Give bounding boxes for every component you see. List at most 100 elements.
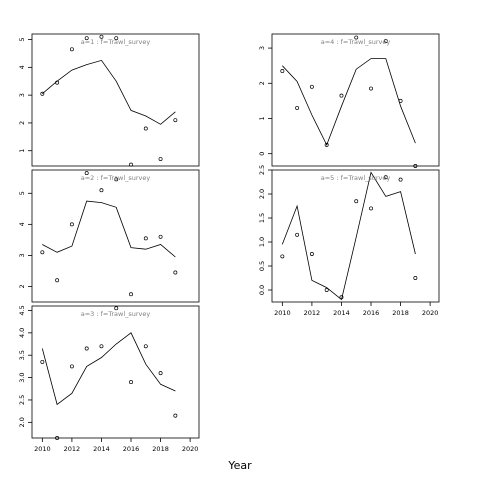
x-tick-label: 2012 xyxy=(64,445,81,453)
observed-point xyxy=(398,177,403,182)
observed-point xyxy=(173,270,178,275)
y-tick-label: 2 xyxy=(18,121,26,125)
observed-point xyxy=(324,142,329,147)
observed-point xyxy=(40,250,45,255)
y-tick-label: 3 xyxy=(18,93,26,97)
y-tick-label: 4.5 xyxy=(18,305,26,315)
observed-point xyxy=(55,80,60,85)
observed-point xyxy=(69,47,74,52)
observed-point xyxy=(129,162,133,167)
x-tick-label: 2016 xyxy=(363,309,380,317)
observed-point xyxy=(309,84,314,89)
observed-point xyxy=(99,34,104,39)
fitted-line xyxy=(42,59,176,125)
x-tick-label: 2012 xyxy=(304,309,321,317)
observed-point xyxy=(99,344,104,349)
y-tick-label: 5 xyxy=(18,191,26,195)
y-tick-label: 1 xyxy=(18,149,26,153)
plot-frame xyxy=(271,169,440,303)
observed-point xyxy=(413,164,418,168)
observed-point xyxy=(369,86,373,91)
y-tick-label: 4 xyxy=(18,222,26,226)
y-tick-label: 0 xyxy=(258,152,266,156)
observed-point xyxy=(369,206,373,211)
y-tick-label: 1 xyxy=(258,116,266,120)
y-tick-label: 2.0 xyxy=(258,189,266,199)
observed-point xyxy=(339,93,344,98)
y-tick-label: 0.5 xyxy=(258,261,266,271)
panel-a1: 1 2 3 4 5 a=1 : f=Trawl_survey xyxy=(18,33,200,167)
observed-point xyxy=(158,371,163,376)
observed-point xyxy=(354,35,359,40)
x-tick-label: 2020 xyxy=(422,309,439,317)
observed-point xyxy=(143,344,148,349)
y-tick-label: 4 xyxy=(18,65,26,69)
panel-a2: 2 3 4 5 a=2 : f=Trawl_survey xyxy=(18,169,200,303)
observed-point xyxy=(55,278,60,283)
observed-point xyxy=(40,91,45,96)
plot-frame xyxy=(31,169,200,303)
observed-point xyxy=(99,188,104,193)
fitted-line xyxy=(42,200,176,258)
y-tick-label: 0.0 xyxy=(258,285,266,295)
fitted-line xyxy=(41,332,176,406)
x-axis-title: Year xyxy=(228,459,252,472)
observed-point xyxy=(324,288,329,292)
panel-label: a=2 : f=Trawl_survey xyxy=(81,174,151,182)
observed-point xyxy=(339,295,344,300)
observed-point xyxy=(354,199,359,204)
observed-point xyxy=(84,36,89,41)
observed-point xyxy=(398,98,403,103)
observed-point xyxy=(158,234,163,239)
observed-point xyxy=(114,306,119,311)
observed-point xyxy=(158,157,163,162)
observed-point xyxy=(84,171,89,176)
observed-point xyxy=(280,69,285,73)
observed-point xyxy=(295,105,300,110)
observed-point xyxy=(55,436,60,440)
y-tick-label: 3.0 xyxy=(18,372,26,382)
panel-a3: 2.0 2.5 3.0 3.5 4.0 4.5 2010 2012 2014 2016 2018 20… xyxy=(18,305,200,453)
panel-label: a=5 : f=Trawl_survey xyxy=(321,174,391,182)
x-tick-label: 2018 xyxy=(392,309,409,317)
y-tick-label: 2.0 xyxy=(18,417,26,427)
y-tick-label: 1.5 xyxy=(258,213,266,223)
observed-point xyxy=(114,177,119,182)
panel-label: a=1 : f=Trawl_survey xyxy=(81,38,151,46)
observed-point xyxy=(129,380,133,385)
observed-point xyxy=(413,276,418,280)
fitted-line xyxy=(281,171,416,301)
y-tick-label: 3 xyxy=(18,253,26,257)
observed-point xyxy=(295,232,300,237)
observed-point xyxy=(383,175,388,180)
panel-label: a=4 : f=Trawl_survey xyxy=(321,38,391,46)
y-tick-label: 4.0 xyxy=(18,328,26,338)
x-tick-label: 2010 xyxy=(274,309,291,317)
fitted-line xyxy=(282,58,416,146)
x-tick-label: 2020 xyxy=(182,445,199,453)
panel-a5: 0.0 0.5 1.0 1.5 2.0 2.5 2010 2012 2014 2016 2018 20… xyxy=(258,165,440,317)
y-tick-label: 2.5 xyxy=(18,395,26,405)
observed-point xyxy=(129,292,133,297)
y-tick-label: 1.0 xyxy=(258,237,266,247)
observed-point xyxy=(114,36,119,41)
x-tick-label: 2016 xyxy=(123,445,140,453)
observed-point xyxy=(173,118,178,123)
panel-a4: 0 1 2 3 a=4 : f=Trawl_survey xyxy=(258,33,440,168)
y-tick-label: 2 xyxy=(258,81,266,85)
observed-point xyxy=(69,222,74,227)
observed-point xyxy=(173,413,178,418)
observed-point xyxy=(280,254,285,259)
observed-point xyxy=(383,39,388,43)
y-tick-label: 3 xyxy=(258,46,266,50)
observed-point xyxy=(69,364,74,369)
observed-point xyxy=(309,252,314,256)
x-tick-label: 2010 xyxy=(34,445,51,453)
plot-frame xyxy=(31,33,200,167)
observed-point xyxy=(143,126,148,131)
observed-point xyxy=(40,359,45,364)
plot-frame xyxy=(31,305,200,439)
y-tick-label: 3.5 xyxy=(18,350,26,360)
y-tick-label: 2 xyxy=(18,284,26,288)
